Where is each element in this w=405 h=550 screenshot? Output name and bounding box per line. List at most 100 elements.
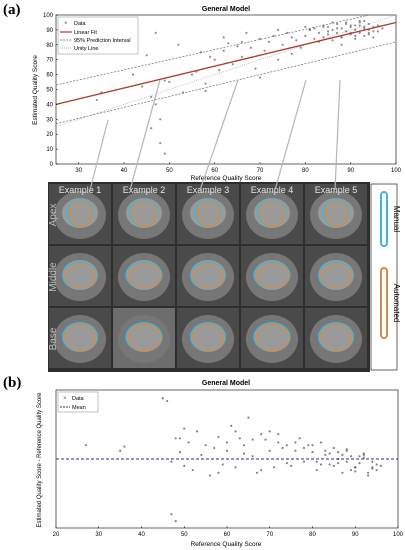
y-tick-label: 70 (46, 58, 53, 64)
arrow-example-3 (199, 80, 239, 191)
y-tick-label: 60 (46, 73, 53, 79)
legend-a-fit: Linear Fit (74, 30, 97, 36)
y-tick-label: 30 (46, 117, 53, 123)
mri-montage: Example 1 Example 2 Example 3 Example 4 Exam… (48, 182, 370, 372)
data-point (286, 31, 289, 34)
data-point (317, 31, 321, 34)
mri-prostate (62, 322, 98, 352)
data-point (354, 470, 357, 473)
data-point (345, 30, 348, 33)
arrow-example-4 (274, 80, 307, 191)
y-tick-label: 10 (46, 147, 53, 153)
mri-prostate (318, 322, 354, 352)
data-point (302, 460, 306, 463)
chart-a-legend: × Data Linear Fit 95% Prediction Interva… (57, 16, 139, 55)
arrow-example-1 (89, 119, 109, 191)
data-point (304, 34, 307, 37)
data-point (349, 455, 353, 458)
data-point (178, 437, 182, 440)
x-tick-label: 30 (75, 168, 82, 174)
data-point (281, 446, 284, 450)
prediction-interval-upper (55, 14, 370, 86)
data-point (277, 58, 280, 61)
legend-a-data: Data (74, 21, 87, 27)
x-tick-label: 40 (121, 168, 128, 174)
chart-b-legend: × Data Mean (57, 391, 99, 413)
automated-contour (132, 201, 158, 227)
data-point (177, 43, 180, 46)
automated-contour (69, 201, 93, 227)
data-point (381, 27, 384, 30)
data-point (337, 451, 340, 454)
data-point (326, 33, 330, 36)
chart-b: General Model 20 30 40 50 60 70 80 90 100 Refere… (37, 380, 404, 548)
data-point (243, 452, 246, 455)
column-label: Example 4 (251, 185, 294, 195)
data-point (308, 28, 311, 31)
data-point (285, 462, 288, 465)
data-point (367, 33, 370, 36)
arrow-example-2 (129, 80, 161, 191)
data-point (95, 98, 98, 102)
data-point (199, 51, 203, 54)
data-point (190, 73, 194, 76)
data-point (204, 82, 207, 85)
y-tick-label: 90 (46, 28, 53, 34)
data-point (337, 462, 340, 465)
data-point (298, 437, 301, 440)
data-point (154, 31, 157, 34)
chart-a-xlabel: Reference Quality Score (191, 175, 262, 182)
data-point (209, 55, 212, 58)
data-point (335, 22, 339, 26)
x-tick-label: 60 (211, 168, 218, 174)
automated-contour (260, 201, 286, 227)
data-point (362, 453, 365, 456)
automated-contour (65, 263, 97, 289)
data-point (311, 444, 314, 447)
data-point (332, 446, 335, 450)
data-point (260, 433, 263, 436)
data-point (326, 30, 330, 33)
data-marker-icon: × (63, 396, 67, 402)
data-point (204, 444, 207, 447)
automated-contour (128, 263, 162, 289)
data-point (170, 460, 173, 463)
data-point (372, 36, 375, 39)
chart-b-ylabel: Estimated Quality Score - Reference Qual… (37, 392, 43, 528)
chart-a: General Model 30 40 50 60 70 80 90 100 0 10 20 30 40… (32, 6, 402, 182)
data-point (358, 31, 361, 34)
mri-prostate (254, 322, 290, 352)
y-tick-label: 20 (46, 132, 53, 138)
data-point (84, 444, 88, 447)
data-point (340, 36, 343, 39)
data-point (272, 466, 276, 469)
data-point (238, 437, 241, 440)
data-point (332, 464, 335, 467)
data-point (268, 430, 271, 433)
data-point (119, 449, 122, 452)
data-point (363, 19, 366, 23)
data-point (362, 456, 365, 459)
data-point (345, 22, 348, 26)
data-point (174, 520, 177, 523)
data-point (221, 463, 224, 466)
data-point (249, 46, 253, 49)
x-tick-label: 90 (352, 532, 359, 538)
automated-contour (197, 201, 221, 227)
data-point (225, 441, 229, 444)
data-point (264, 438, 267, 441)
data-point (335, 31, 339, 34)
data-point (204, 89, 207, 93)
chart-a-ylabel: Estimated Quality Score (32, 55, 39, 125)
data-point (371, 466, 374, 469)
data-point (150, 95, 153, 99)
data-point (277, 28, 280, 31)
data-point (302, 446, 306, 450)
data-point (163, 152, 166, 155)
y-tick-label: 50 (46, 88, 53, 94)
data-point (335, 27, 339, 30)
arrow-example-5 (334, 80, 341, 191)
x-tick-label: 30 (95, 532, 102, 538)
x-tick-label: 40 (138, 532, 145, 538)
data-point (251, 438, 254, 441)
